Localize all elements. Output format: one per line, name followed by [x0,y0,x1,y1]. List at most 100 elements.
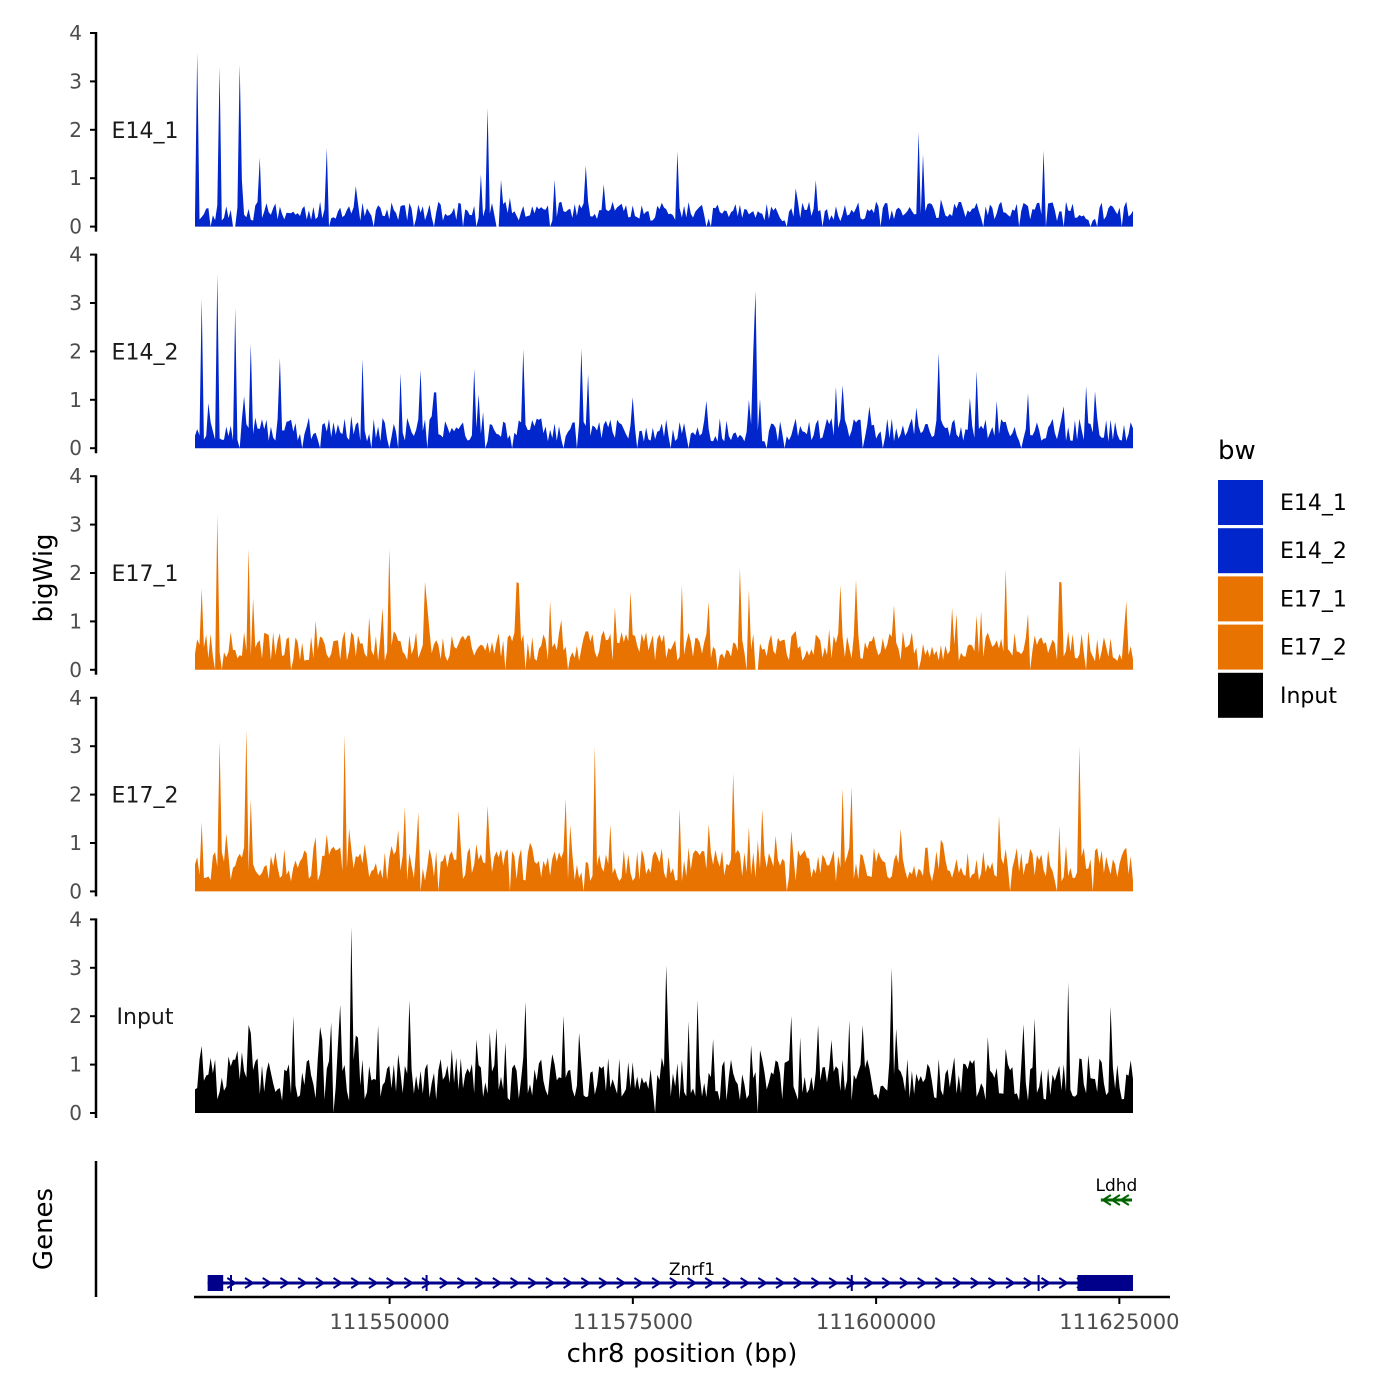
strand-arrow [686,1277,698,1289]
strand-arrow [810,1277,822,1289]
strand-arrow [226,1277,238,1289]
strand-arrow [917,1277,928,1289]
track-label: E14_1 [112,119,179,144]
strand-arrow [740,1277,751,1289]
strand-arrow [669,1277,680,1289]
coverage-area-input [195,926,1133,1113]
track-label: Input [117,1005,174,1030]
strand-arrow [1119,1194,1130,1206]
strand-arrow [527,1277,539,1289]
legend-key [1218,480,1263,525]
coverage-area-e14-2 [195,274,1133,449]
strand-arrow [1110,1194,1121,1206]
strand-arrow [421,1277,432,1289]
genes-axis-title: Genes [29,1188,59,1270]
y-tick-label: 2 [69,118,82,142]
track-label: E14_2 [112,340,179,365]
strand-arrow [386,1277,397,1289]
strand-arrow [279,1277,291,1289]
track-e14-2: 0 1 2 3 4 E14_2 [69,243,1133,460]
y-tick-label: 4 [69,686,82,710]
y-tick-label: 4 [69,243,82,267]
strand-arrow [563,1277,574,1289]
strand-arrow [934,1277,946,1289]
y-tick-label: 1 [69,831,82,855]
y-axis-title: bigWig [29,533,59,622]
gene-ldhd: Ldhd [1096,1176,1138,1206]
legend: bw E14_1 E14_2 E17_1 E17_2 Input [1218,436,1347,718]
strand-arrow [509,1277,521,1289]
legend-label: Input [1280,684,1337,709]
y-tick-label: 0 [69,879,82,903]
y-tick-label: 1 [69,388,82,412]
gene-znrf1: Znrf1 [207,1260,1133,1291]
x-tick-label: 111600000 [816,1310,936,1334]
strand-arrow [863,1277,875,1289]
strand-arrow [828,1277,839,1289]
legend-key [1218,624,1263,670]
track-e17-1: 0 1 2 3 4 E17_1 [69,464,1133,682]
legend-label: E14_2 [1280,539,1347,564]
legend-label: E14_1 [1280,491,1347,516]
strand-arrow [315,1277,326,1289]
y-tick-label: 2 [69,339,82,363]
strand-arrow [881,1277,893,1289]
strand-arrow [633,1277,645,1289]
y-tick-label: 2 [69,561,82,585]
strand-arrow [474,1277,485,1289]
strand-arrow [492,1277,503,1289]
coverage-area-e17-2 [195,729,1133,892]
strand-arrow [545,1277,556,1289]
strand-arrow [332,1277,344,1289]
strand-arrow [722,1277,733,1289]
strand-arrow [952,1277,963,1289]
gene-label: Ldhd [1096,1176,1138,1196]
legend-key [1218,672,1263,718]
coverage-tracks: 0 1 2 3 4 E14_1 0 1 2 3 4 E14_2 0 1 2 3 4 E17_1 0 1 2 3 4 E17_2… [69,21,1133,1125]
strand-arrow [651,1277,662,1289]
y-tick-label: 2 [69,1004,82,1028]
strand-arrow [616,1277,627,1289]
strand-arrow [704,1277,716,1289]
legend-label: E17_1 [1280,587,1347,612]
strand-arrow [580,1277,592,1289]
y-tick-label: 3 [69,956,82,980]
y-tick-label: 4 [69,21,82,45]
y-tick-label: 1 [69,609,82,633]
strand-arrow [757,1277,769,1289]
y-tick-label: 3 [69,291,82,315]
y-tick-label: 0 [69,1101,82,1125]
gene-label: Znrf1 [669,1260,715,1280]
strand-arrow [1005,1277,1016,1289]
exon-block [1077,1275,1133,1291]
y-tick-label: 3 [69,513,82,537]
legend-key [1218,528,1263,574]
y-tick-label: 1 [69,166,82,190]
strand-arrow [244,1277,255,1289]
x-axis-title: chr8 position (bp) [567,1339,798,1369]
strand-arrow [456,1277,468,1289]
legend-key [1218,576,1263,622]
track-label: E17_1 [112,562,179,587]
coverage-area-e17-1 [195,514,1133,670]
x-tick-label: 111550000 [329,1310,449,1334]
y-tick-label: 3 [69,734,82,758]
strand-arrow [1040,1277,1052,1289]
x-tick-label: 111625000 [1059,1310,1179,1334]
x-tick-label: 111575000 [573,1310,693,1334]
strand-arrow [775,1277,786,1289]
strand-arrow [793,1277,804,1289]
legend-label: E17_2 [1280,636,1347,661]
track-input: 0 1 2 3 4 Input [69,907,1133,1125]
y-tick-label: 0 [69,658,82,682]
strand-arrow [439,1277,450,1289]
y-tick-label: 4 [69,907,82,931]
x-axis: chr8 position (bp) 111550000 111575000 111… [194,1295,1179,1369]
y-tick-label: 0 [69,215,82,239]
strand-arrow [846,1277,857,1289]
y-tick-label: 4 [69,464,82,488]
strand-arrow [297,1277,308,1289]
track-label: E17_2 [112,784,179,809]
strand-arrow [987,1277,999,1289]
